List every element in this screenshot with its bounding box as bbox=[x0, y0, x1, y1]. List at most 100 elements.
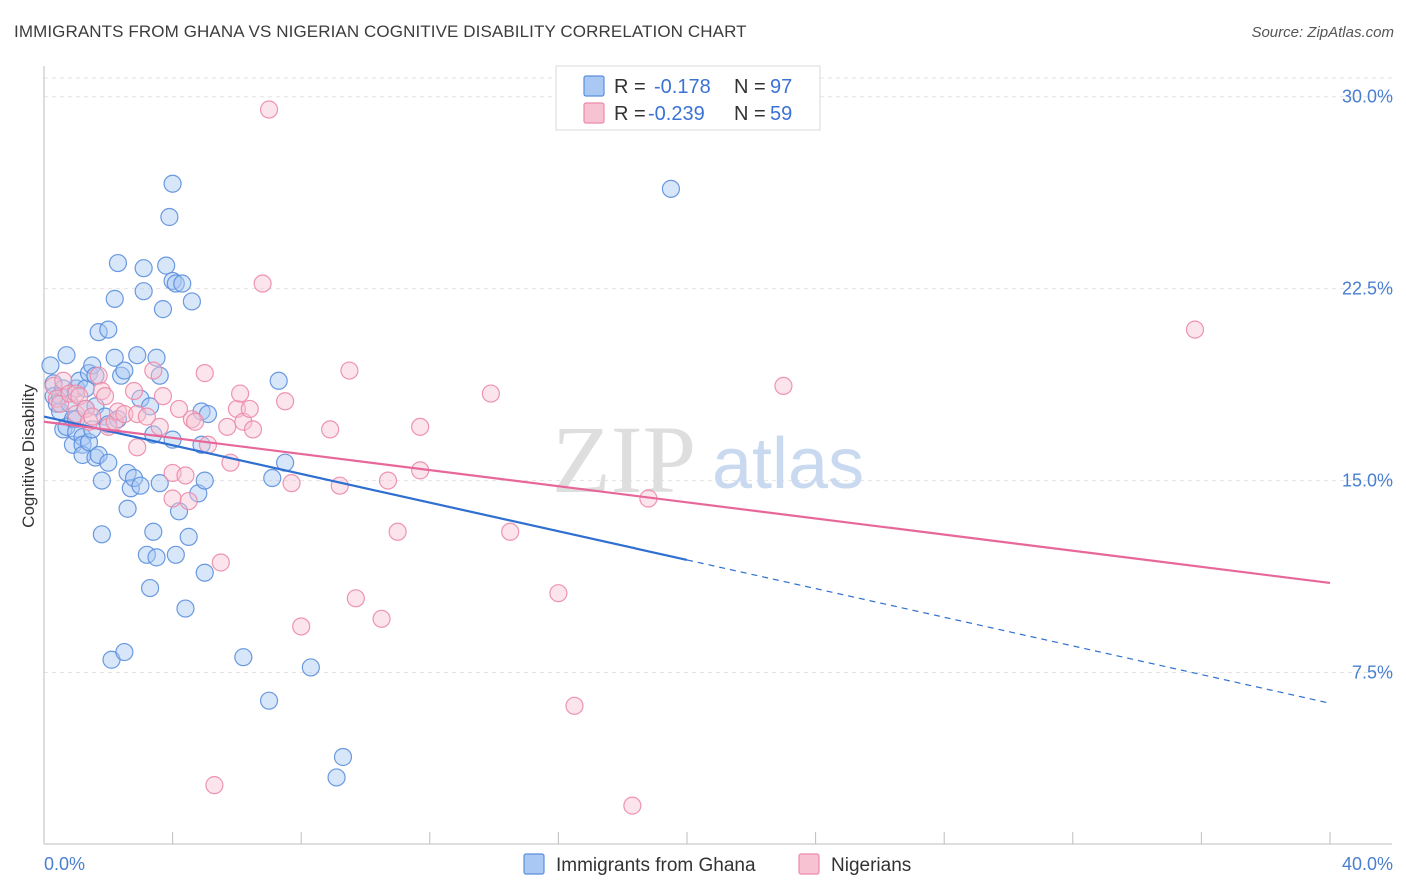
point-ghana-29 bbox=[89, 445, 108, 465]
point-nigeria-25 bbox=[163, 489, 182, 508]
point-nigeria-48 bbox=[321, 420, 340, 439]
point-ghana-38 bbox=[105, 348, 124, 367]
point-ghana-88 bbox=[327, 768, 346, 787]
gridlines bbox=[44, 77, 1392, 674]
point-nigeria-59 bbox=[549, 584, 568, 603]
point-nigeria-17 bbox=[115, 404, 134, 424]
point-nigeria-20 bbox=[128, 438, 147, 457]
point-ghana-75 bbox=[182, 292, 201, 311]
point-ghana-90 bbox=[661, 179, 681, 198]
point-ghana-65 bbox=[160, 207, 179, 227]
point-nigeria-36 bbox=[218, 417, 237, 436]
point-nigeria-53 bbox=[378, 471, 398, 490]
point-nigeria-23 bbox=[150, 417, 169, 436]
bottom-legend-label-nigeria: Nigerians bbox=[831, 855, 911, 876]
point-ghana-60 bbox=[147, 548, 166, 567]
legend-r-label-nigeria: R = bbox=[614, 103, 646, 125]
point-ghana-42 bbox=[112, 366, 131, 385]
point-nigeria-22 bbox=[144, 361, 163, 380]
point-nigeria-32 bbox=[195, 364, 214, 383]
point-nigeria-46 bbox=[282, 474, 301, 493]
point-ghana-58 bbox=[144, 522, 163, 541]
x-tick-label-1: 40.0% bbox=[1342, 854, 1393, 874]
point-ghana-66 bbox=[163, 174, 182, 193]
point-ghana-80 bbox=[195, 471, 214, 490]
point-nigeria-54 bbox=[388, 522, 407, 541]
point-ghana-55 bbox=[140, 578, 160, 598]
y-tick-labels: 7.5% 15.0% 22.5% 30.0% bbox=[1342, 87, 1393, 683]
point-nigeria-12 bbox=[92, 381, 111, 401]
point-nigeria-55 bbox=[411, 417, 430, 436]
point-ghana-52 bbox=[134, 259, 153, 278]
legend-n-label-nigeria: N = bbox=[734, 103, 766, 125]
point-ghana-53 bbox=[134, 282, 153, 301]
point-nigeria-60 bbox=[565, 696, 584, 715]
point-nigeria-35 bbox=[211, 553, 230, 572]
trend-line-nigeria bbox=[43, 420, 1331, 585]
point-nigeria-41 bbox=[240, 399, 259, 419]
point-nigeria-31 bbox=[186, 412, 205, 431]
point-nigeria-52 bbox=[372, 609, 391, 628]
point-ghana-72 bbox=[173, 274, 192, 293]
point-nigeria-63 bbox=[774, 376, 793, 396]
point-ghana-40 bbox=[108, 253, 128, 273]
point-nigeria-61 bbox=[623, 796, 642, 815]
point-nigeria-64 bbox=[1185, 320, 1205, 339]
point-ghana-61 bbox=[150, 474, 169, 493]
point-nigeria-29 bbox=[179, 491, 198, 511]
point-nigeria-30 bbox=[182, 410, 201, 429]
trend-line-ghana-extension bbox=[686, 559, 1331, 704]
bottom-legend-swatch-nigeria bbox=[798, 853, 820, 875]
point-nigeria-47 bbox=[292, 617, 311, 636]
point-nigeria-51 bbox=[346, 589, 365, 608]
legend-n-label-ghana: N = bbox=[734, 76, 766, 98]
legend-r-value-nigeria: -0.239 bbox=[648, 103, 705, 125]
point-nigeria-34 bbox=[205, 776, 224, 795]
point-ghana-74 bbox=[179, 527, 198, 546]
y-tick-label-3: 30.0% bbox=[1342, 87, 1393, 107]
point-ghana-83 bbox=[259, 691, 279, 710]
point-nigeria-57 bbox=[481, 384, 500, 403]
point-ghana-70 bbox=[166, 545, 185, 564]
y-axis-label: Cognitive Disability bbox=[19, 384, 38, 528]
legend-n-value-nigeria: 59 bbox=[770, 103, 792, 125]
point-nigeria-18 bbox=[124, 381, 144, 401]
legend: R = -0.178 N = 97 R = -0.239 N = 59 bbox=[555, 65, 821, 131]
point-nigeria-50 bbox=[340, 361, 359, 380]
point-ghana-32 bbox=[92, 525, 111, 544]
point-nigeria-44 bbox=[259, 100, 279, 119]
bottom-legend: Immigrants from Ghana Nigerians bbox=[523, 853, 911, 876]
point-ghana-31 bbox=[92, 471, 111, 490]
trend-line-ghana bbox=[43, 415, 688, 562]
point-nigeria-21 bbox=[137, 407, 156, 426]
point-ghana-39 bbox=[105, 289, 124, 308]
chart-title: IMMIGRANTS FROM GHANA VS NIGERIAN COGNIT… bbox=[14, 22, 747, 41]
y-tick-label-2: 22.5% bbox=[1342, 279, 1393, 299]
point-ghana-44 bbox=[115, 642, 134, 662]
point-nigeria-24 bbox=[153, 387, 173, 406]
legend-n-value-ghana: 97 bbox=[770, 76, 792, 98]
point-ghana-35 bbox=[99, 453, 118, 472]
point-ghana-50 bbox=[131, 476, 150, 495]
watermark-zip: ZIP bbox=[552, 406, 696, 513]
trend-lines bbox=[43, 415, 1331, 704]
point-ghana-73 bbox=[176, 599, 195, 618]
point-ghana-9 bbox=[57, 346, 76, 365]
series-nigeria-points bbox=[44, 100, 1205, 815]
watermark-atlas: atlas bbox=[712, 424, 864, 504]
point-ghana-64 bbox=[157, 256, 176, 275]
point-ghana-25 bbox=[83, 356, 102, 375]
legend-swatch-nigeria bbox=[583, 102, 605, 124]
y-tick-label-0: 7.5% bbox=[1352, 663, 1393, 683]
legend-r-label-ghana: R = bbox=[614, 76, 646, 98]
point-nigeria-28 bbox=[176, 466, 195, 485]
bottom-legend-label-ghana: Immigrants from Ghana bbox=[556, 855, 756, 876]
point-ghana-82 bbox=[234, 648, 253, 667]
point-ghana-87 bbox=[301, 658, 320, 677]
point-nigeria-27 bbox=[169, 399, 189, 419]
point-ghana-49 bbox=[128, 346, 147, 365]
watermark: ZIP atlas bbox=[552, 406, 864, 513]
legend-r-value-ghana: -0.178 bbox=[654, 76, 711, 98]
point-ghana-63 bbox=[153, 300, 173, 319]
